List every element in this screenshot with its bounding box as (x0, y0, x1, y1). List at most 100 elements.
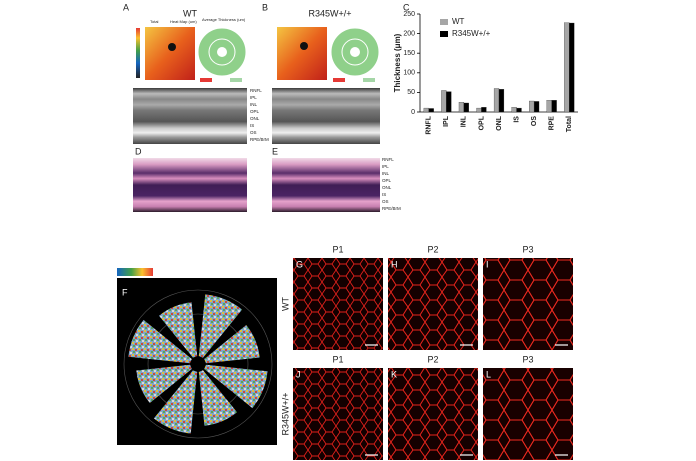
panel-label: F (122, 287, 128, 297)
x-tick-label: RNFL (426, 115, 433, 134)
layer-label: OPL (382, 178, 392, 183)
age-label: P1 (332, 244, 343, 254)
panel-label: K (391, 369, 397, 379)
layer-label: ONL (382, 185, 392, 190)
x-tick-label: IPL (443, 115, 450, 127)
retina-petal (198, 370, 237, 426)
x-tick-label: INL (461, 115, 468, 127)
grid-circle (123, 289, 273, 439)
layer-label: IPL (250, 95, 257, 100)
legend-swatch (363, 78, 375, 82)
oct-header: Heat Map (um) (170, 19, 197, 24)
flatmount-image (117, 278, 277, 445)
y-axis-label: Thickness (μm) (393, 33, 402, 92)
bar (511, 107, 517, 113)
layer-label: IS (250, 123, 254, 128)
bar (446, 91, 452, 113)
genotype-title: WT (183, 8, 197, 18)
x-tick-label: Total (566, 116, 573, 132)
x-tick-label: RPE (549, 116, 556, 131)
layer-label: OS (382, 199, 389, 204)
thickness-center (350, 47, 360, 57)
bar (441, 90, 447, 113)
age-label: P3 (522, 244, 533, 254)
age-label: P2 (427, 354, 438, 364)
x-tick-label: IS (513, 116, 520, 123)
heat-map (145, 27, 195, 80)
bar (476, 107, 482, 113)
bar (551, 100, 557, 113)
bar (481, 107, 487, 113)
layer-label: INL (250, 102, 258, 107)
retina-petal (153, 370, 198, 434)
thickness-ring (341, 38, 369, 66)
layer-label: INL (382, 171, 390, 176)
thickness-ring (208, 38, 236, 66)
bar (493, 88, 500, 113)
y-tick-label: 0 (411, 109, 415, 116)
heat-map (277, 27, 327, 80)
retina-petal (204, 325, 260, 364)
legend-label: R345W+/+ (452, 29, 491, 38)
bar (423, 107, 429, 113)
bar (428, 108, 434, 113)
oct-image (272, 88, 380, 144)
y-tick-label: 150 (403, 50, 415, 57)
legend-swatch (440, 31, 448, 37)
legend-swatch (440, 19, 448, 25)
color-bar (117, 268, 153, 276)
legend-swatch (230, 78, 242, 82)
x-tick-label: ONL (496, 115, 503, 131)
bar (498, 89, 505, 113)
layer-label: OPL (250, 109, 260, 114)
y-tick-label: 50 (407, 89, 415, 96)
legend-swatch (200, 78, 212, 82)
confocal-image (293, 258, 383, 350)
retina-petal (198, 294, 243, 358)
panel-label: I (486, 259, 489, 269)
age-label: P1 (332, 354, 343, 364)
genotype-title: R345W+/+ (308, 8, 351, 18)
x-tick-label: OPL (478, 115, 485, 130)
confocal-image (483, 368, 573, 460)
layer-label: RPE/BrM (250, 137, 269, 142)
panel-label: J (296, 369, 301, 379)
confocal-image (293, 368, 383, 460)
y-tick-label: 200 (403, 30, 415, 37)
retina-petal (159, 302, 198, 358)
layer-label: RNFL (382, 157, 394, 162)
retina-petal (128, 319, 192, 364)
oct-header: Total (150, 19, 159, 24)
oct-image (133, 88, 247, 144)
age-label: P2 (427, 244, 438, 254)
bar (564, 22, 570, 113)
legend-swatch (333, 78, 345, 82)
color-bar (136, 28, 140, 78)
panel-label: L (486, 369, 491, 379)
bar (533, 101, 540, 113)
x-tick-label: OS (531, 116, 538, 126)
layer-label: OS (250, 130, 257, 135)
bar (546, 100, 552, 113)
optic-disc (300, 42, 308, 50)
panel-label: A (123, 2, 129, 12)
y-tick-label: 250 (403, 11, 415, 18)
layer-label: RPE/BrM (382, 206, 401, 211)
bar (458, 102, 465, 113)
retina-petal (204, 364, 268, 409)
panel-label: D (135, 146, 142, 156)
layer-label: ONL (250, 116, 260, 121)
panel-label: B (262, 2, 268, 12)
row-label: R345W+/+ (280, 392, 290, 435)
panel-label: H (391, 259, 398, 269)
y-tick-label: 100 (403, 70, 415, 77)
histology-image (272, 158, 380, 212)
age-label: P3 (522, 354, 533, 364)
bar (569, 22, 575, 113)
bar (463, 102, 469, 113)
legend-label: WT (452, 17, 465, 26)
confocal-image (388, 368, 478, 460)
row-label: WT (280, 297, 290, 311)
thickness-center (217, 47, 227, 57)
